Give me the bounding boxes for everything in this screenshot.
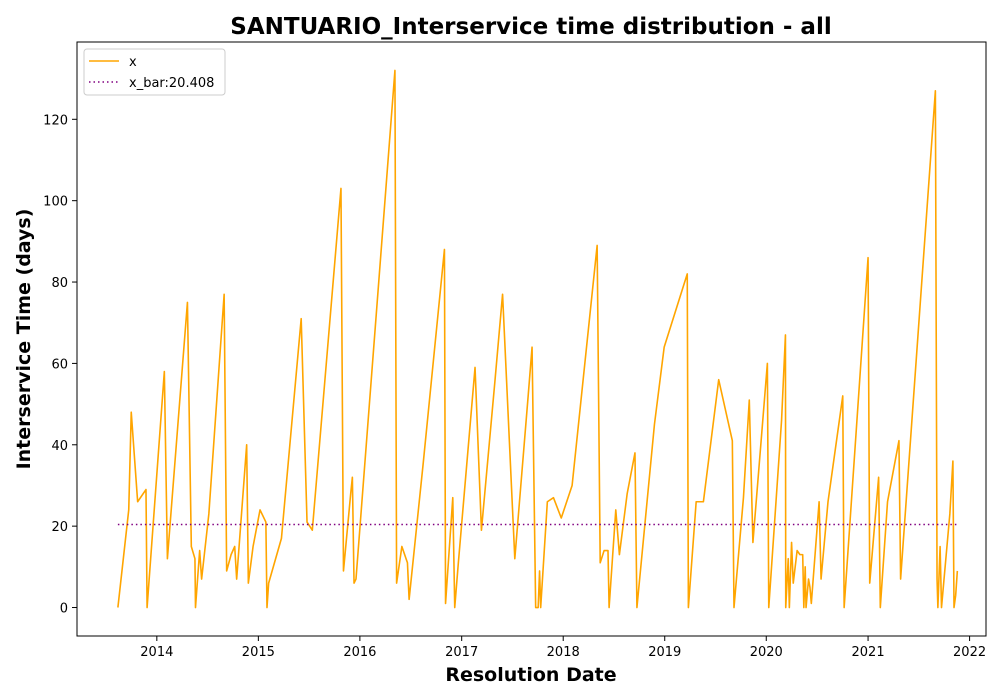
y-tick-label: 0 [60, 602, 68, 617]
y-axis-ticks: 0 20 40 60 80 100 120 [43, 113, 77, 617]
x-tick-label: 2019 [648, 645, 681, 660]
plot-frame [76, 41, 987, 637]
y-tick-label: 80 [51, 276, 68, 291]
legend-label-x: x [129, 55, 137, 70]
x-axis-label: Resolution Date [445, 664, 616, 686]
chart-title: SANTUARIO_Interservice time distribution… [230, 14, 831, 40]
y-tick-label: 120 [43, 113, 68, 128]
y-tick-label: 20 [51, 520, 68, 535]
x-tick-label: 2017 [445, 645, 478, 660]
series-x-line [117, 69, 959, 609]
y-tick-label: 60 [51, 357, 68, 372]
x-tick-label: 2021 [852, 645, 885, 660]
x-tick-label: 2022 [953, 645, 986, 660]
x-tick-label: 2015 [242, 645, 275, 660]
legend: x x_bar:20.408 [83, 48, 226, 96]
legend-label-x-bar: x_bar:20.408 [129, 76, 214, 91]
legend-box [83, 48, 226, 96]
y-axis-label: Interservice Time (days) [13, 209, 35, 470]
x-axis-ticks: 2014 2015 2016 2017 2018 2019 2020 2021 2022 [140, 636, 986, 660]
y-tick-label: 100 [43, 195, 68, 210]
plot-area [76, 41, 987, 637]
series-layer [117, 69, 959, 609]
x-tick-label: 2018 [547, 645, 580, 660]
x-tick-label: 2014 [140, 645, 173, 660]
x-tick-label: 2016 [343, 645, 376, 660]
x-tick-label: 2020 [750, 645, 783, 660]
y-tick-label: 40 [51, 439, 68, 454]
